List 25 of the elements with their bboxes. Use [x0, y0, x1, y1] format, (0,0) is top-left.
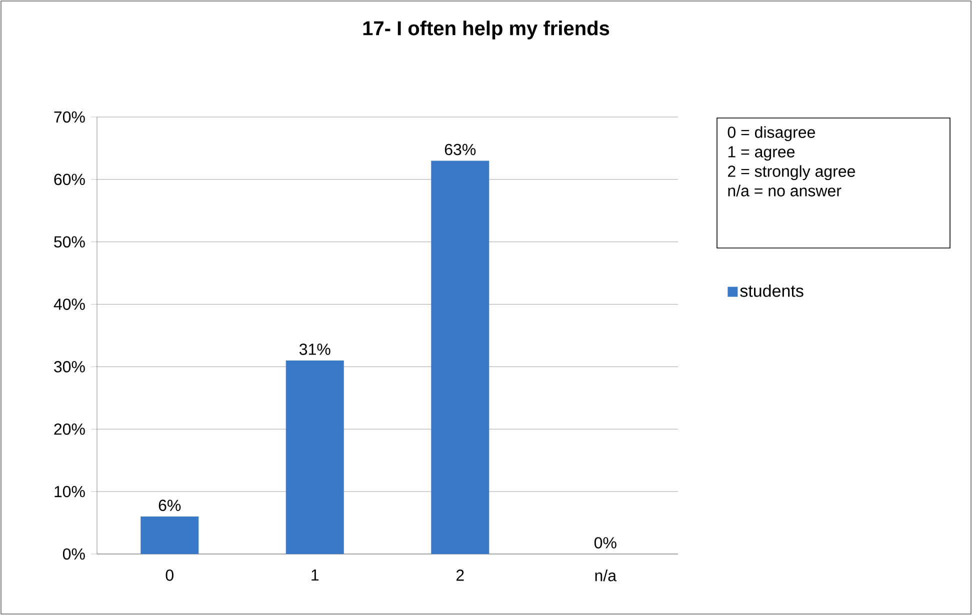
bar: [286, 360, 344, 554]
x-tick-label: 2: [456, 570, 464, 581]
data-label: 6%: [158, 500, 181, 512]
text: 2 = strongly agree: [728, 165, 855, 180]
bar: [431, 160, 490, 554]
bar: [140, 516, 199, 554]
y-tick-label: 20%: [54, 423, 85, 435]
y-tick-label: 50%: [54, 236, 85, 248]
chart-title: 17- I often help my friends: [363, 20, 610, 40]
legend-label: students: [740, 284, 804, 297]
y-tick-label: 0%: [62, 548, 85, 560]
data-label: 63%: [444, 144, 476, 156]
x-tick-label: n/a: [595, 570, 617, 582]
data-label: 0%: [594, 537, 616, 548]
y-tick-label: 40%: [54, 298, 85, 310]
y-tick-label: 10%: [54, 486, 85, 498]
y-tick-label: 30%: [54, 361, 85, 372]
x-tick-label: 1: [312, 570, 319, 581]
text: 1 = agree: [728, 146, 795, 161]
y-tick-label: 70%: [54, 111, 85, 123]
text: n/a = no answer: [728, 184, 842, 196]
text: 0 = disagree: [728, 126, 815, 142]
y-tick-label: 60%: [54, 174, 85, 186]
data-label: 31%: [299, 344, 330, 355]
x-tick-label: 0: [166, 570, 174, 581]
